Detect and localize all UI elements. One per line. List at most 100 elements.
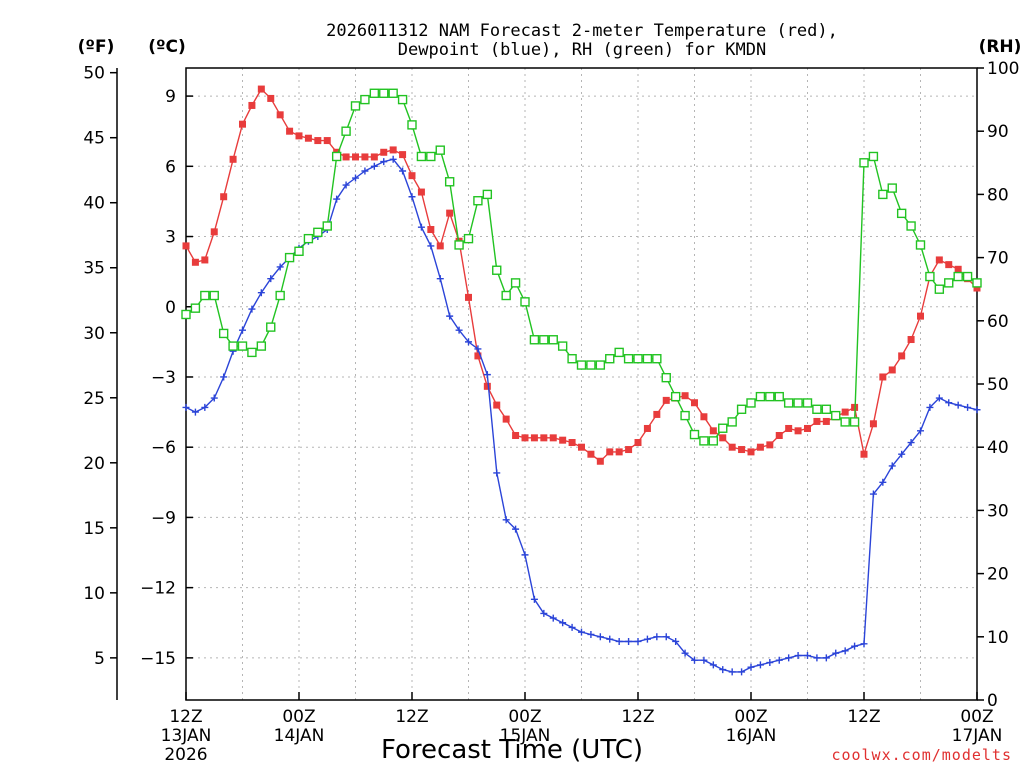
dewpoint-point [342, 181, 350, 189]
temperature-point [549, 434, 557, 442]
relative-humidity-point [614, 347, 624, 358]
relative-humidity-point [388, 88, 398, 98]
dewpoint-point [775, 656, 783, 664]
temperature-point [512, 431, 520, 439]
dewpoint-point [738, 668, 746, 676]
fahrenheit-tick-label: 15 [83, 519, 105, 539]
dewpoint-point [851, 642, 859, 650]
relative-humidity-point [812, 404, 822, 414]
date-tick-label: 14JAN [274, 726, 325, 746]
dewpoint-point [728, 668, 736, 676]
dewpoint-point [333, 195, 341, 203]
dewpoint-point [841, 647, 849, 655]
temperature-point [841, 408, 849, 416]
dewpoint-point [643, 635, 651, 643]
relative-humidity-point [218, 328, 229, 339]
dewpoint-point [521, 551, 529, 559]
celsius-tick-label: 0 [165, 298, 176, 318]
dewpoint-point [653, 633, 661, 641]
time-tick-label: 12Z [169, 707, 202, 727]
dewpoint-point [822, 654, 830, 662]
dewpoint-point [662, 633, 670, 641]
temperature-point [728, 443, 736, 451]
dewpoint-point [465, 338, 472, 346]
relative-humidity-point [896, 208, 907, 219]
temperature-series [182, 85, 981, 465]
temperature-point [898, 352, 906, 360]
temperature-point [596, 457, 604, 465]
temperature-point [361, 153, 369, 161]
rh-tick-label: 60 [987, 312, 1009, 332]
temperature-point [643, 424, 651, 432]
time-tick-label: 12Z [847, 707, 880, 727]
relative-humidity-point [576, 360, 587, 370]
temperature-point [606, 448, 614, 456]
dewpoint-point [276, 263, 284, 271]
relative-humidity-point [802, 398, 813, 408]
temperature-point [822, 417, 830, 425]
date-tick-label: 15JAN [500, 726, 551, 746]
relative-humidity-point [689, 429, 700, 440]
temperature-point [559, 436, 567, 444]
relative-humidity-point [510, 278, 521, 288]
temperature-point [785, 424, 793, 432]
dewpoint-point [210, 394, 218, 402]
temperature-point [276, 111, 284, 119]
relative-humidity-point [463, 233, 474, 244]
dewpoint-point [954, 401, 962, 409]
rh-unit-label: (RH) [979, 37, 1022, 57]
relative-humidity-point [652, 354, 662, 364]
temperature-point [502, 415, 510, 423]
relative-humidity-point [190, 303, 201, 313]
temperature-point [662, 396, 670, 404]
temperature-point [917, 312, 924, 320]
temperature-point [210, 228, 218, 236]
temperature-point [314, 137, 322, 145]
temperature-point [625, 446, 633, 454]
relative-humidity-point [680, 410, 690, 421]
relative-humidity-point [915, 240, 926, 250]
celsius-tick-label: 3 [165, 228, 176, 248]
relative-humidity-point [972, 278, 982, 288]
celsius-tick-label: −12 [140, 579, 176, 599]
temperature-point [465, 293, 472, 301]
plot-frame [185, 67, 978, 701]
fahrenheit-tick-label: 20 [83, 454, 105, 474]
relative-humidity-point [473, 196, 483, 206]
relative-humidity-point [492, 265, 502, 275]
date-tick-label: 17JAN [952, 726, 1003, 746]
celsius-unit-label: (ºC) [148, 37, 186, 57]
relative-humidity-point [878, 189, 888, 200]
dewpoint-point [756, 661, 764, 669]
temperature-point [267, 94, 275, 102]
dewpoint-point [220, 373, 228, 381]
relative-humidity-point [548, 335, 558, 345]
dewpoint-point [672, 637, 680, 645]
rh-tick-label: 70 [987, 249, 1009, 269]
rh-tick-label: 80 [987, 185, 1009, 205]
dewpoint-point [201, 403, 209, 411]
celsius-tick-label: 9 [165, 87, 176, 107]
temperature-point [323, 137, 331, 145]
temperature-point [295, 132, 303, 140]
relative-humidity-point [642, 354, 653, 364]
temperature-point [286, 127, 294, 135]
time-tick-label: 00Z [508, 707, 541, 727]
temperature-point [248, 101, 256, 109]
dewpoint-point [794, 652, 802, 660]
date-tick-label: 13JAN [161, 726, 212, 746]
dewpoint-point [352, 174, 359, 182]
series-layer [181, 85, 982, 676]
relative-humidity-point [586, 360, 596, 370]
relative-humidity-point [670, 391, 681, 402]
relative-humidity-point [557, 341, 568, 351]
dewpoint-point [370, 162, 378, 170]
temperature-point [973, 284, 981, 292]
celsius-axis: 9 6 3 0 −3 −6 −9 −12 −15 [140, 87, 193, 669]
relative-humidity-point [397, 94, 408, 105]
dewpoint-point [502, 516, 510, 524]
relative-humidity-point [868, 151, 879, 162]
